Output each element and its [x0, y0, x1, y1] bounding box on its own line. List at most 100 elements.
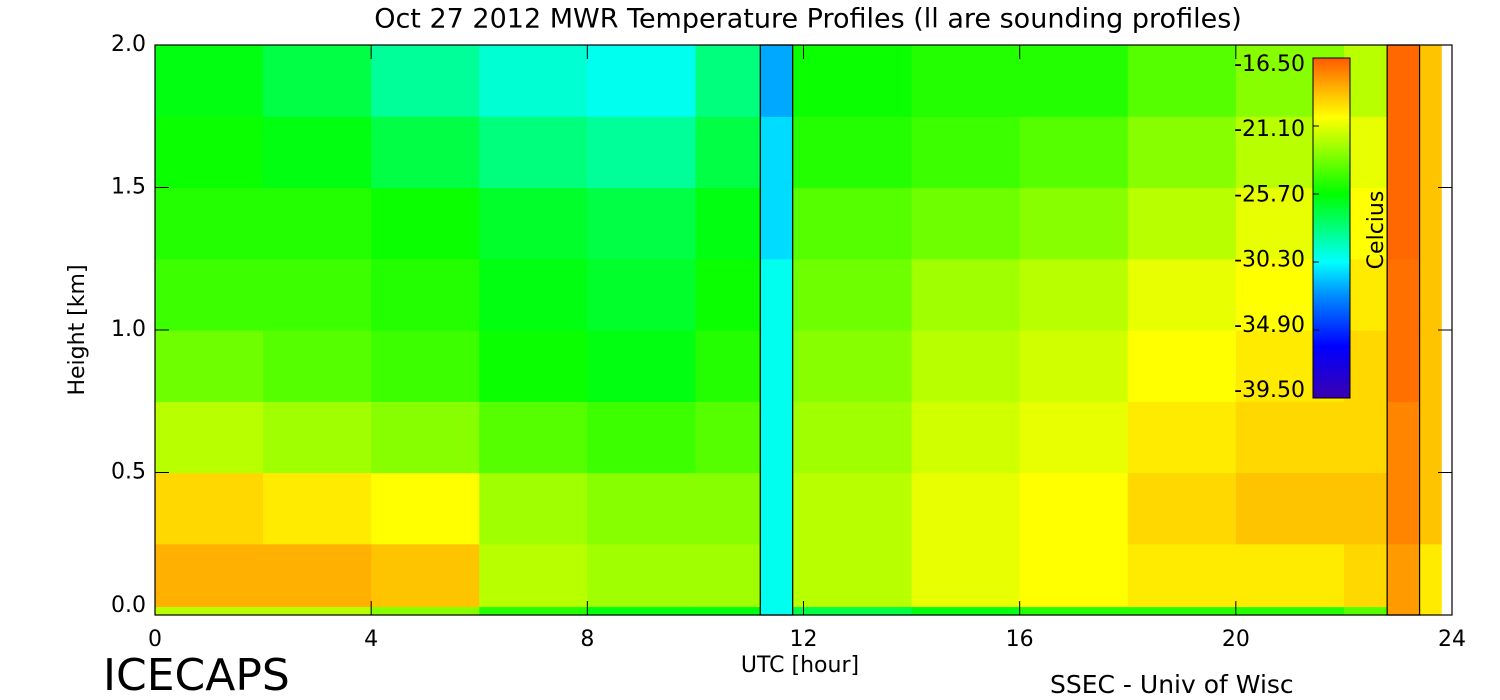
heat-cell: [1127, 606, 1237, 616]
heat-cell: [695, 606, 761, 616]
heat-cell: [1127, 543, 1237, 608]
colorbar-tick-label: -34.90: [1234, 313, 1305, 338]
y-axis-label: Height [km]: [65, 264, 90, 395]
heat-cell: [911, 187, 1021, 260]
heat-cell: [911, 45, 1021, 117]
heat-cell: [1343, 543, 1388, 608]
heat-cell: [155, 187, 264, 260]
heat-cell: [695, 187, 761, 260]
heat-cell: [760, 45, 794, 117]
heat-cell: [1419, 606, 1442, 616]
credit: SSEC - Univ of Wisc: [1050, 670, 1294, 699]
heat-cell: [1387, 116, 1421, 189]
heat-cell: [1419, 45, 1442, 117]
heat-cell: [695, 401, 761, 474]
heat-cell: [371, 258, 480, 331]
heat-cell: [1343, 330, 1388, 402]
heat-cell: [1343, 401, 1388, 474]
heat-cell: [263, 45, 372, 117]
heat-cell: [1127, 258, 1237, 331]
heat-cell: [371, 187, 480, 260]
heat-cell: [263, 330, 372, 402]
heat-cell: [1387, 187, 1421, 260]
heat-cell: [371, 45, 480, 117]
heat-cell: [911, 543, 1021, 608]
heat-cell: [263, 543, 372, 608]
heat-cell: [911, 258, 1021, 331]
heat-cell: [587, 472, 697, 545]
heat-cell: [371, 330, 480, 402]
heat-cell: [792, 258, 913, 331]
colorbar-tick-label: -21.10: [1234, 117, 1305, 142]
heat-cell: [263, 187, 372, 260]
heat-cell: [1019, 258, 1129, 331]
heat-cell: [695, 330, 761, 402]
heat-cell: [1127, 472, 1237, 545]
heat-cell: [760, 330, 794, 402]
heat-cell: [760, 258, 794, 331]
heat-cell: [479, 543, 588, 608]
heat-cell: [479, 330, 588, 402]
heat-cell: [760, 606, 794, 616]
y-tick-label: 0.0: [111, 593, 146, 618]
heat-cell: [1387, 330, 1421, 402]
heat-cell: [587, 45, 697, 117]
heat-cell: [695, 116, 761, 189]
heat-cell: [371, 116, 480, 189]
heat-cell: [792, 187, 913, 260]
heat-cell: [263, 472, 372, 545]
heat-cell: [695, 258, 761, 331]
heat-cell: [155, 543, 264, 608]
heat-cell: [760, 116, 794, 189]
heat-cell: [155, 45, 264, 117]
heat-cell: [479, 606, 588, 616]
heat-cell: [760, 187, 794, 260]
x-tick-label: 24: [1438, 627, 1466, 652]
colorbar: [1312, 57, 1351, 399]
heat-cell: [911, 606, 1021, 616]
heat-cell: [1127, 45, 1237, 117]
heat-cell: [263, 606, 372, 616]
heat-cell: [911, 330, 1021, 402]
heat-cell: [1419, 401, 1442, 474]
heat-cell: [1419, 258, 1442, 331]
heat-cell: [155, 330, 264, 402]
heat-cell: [587, 606, 697, 616]
heat-cell: [1419, 187, 1442, 260]
heat-cell: [911, 472, 1021, 545]
x-axis-label: UTC [hour]: [741, 653, 859, 678]
heat-cell: [792, 330, 913, 402]
logo: ICECAPS: [103, 650, 290, 700]
x-tick-label: 8: [580, 627, 594, 652]
heat-cell: [760, 401, 794, 474]
chart-title: Oct 27 2012 MWR Temperature Profiles (ll…: [374, 4, 1242, 35]
heat-cell: [587, 543, 697, 608]
heat-cell: [371, 401, 480, 474]
y-tick-label: 2.0: [111, 32, 146, 57]
heat-cell: [1127, 187, 1237, 260]
colorbar-tick-label: -25.70: [1234, 182, 1305, 207]
heat-cell: [1387, 606, 1421, 616]
heat-cell: [1019, 401, 1129, 474]
heat-cell: [1019, 116, 1129, 189]
heat-cell: [792, 116, 913, 189]
heat-cell: [1343, 187, 1388, 260]
heat-cell: [760, 472, 794, 545]
heat-cell: [1343, 45, 1388, 117]
x-tick-label: 12: [790, 627, 818, 652]
heat-cell: [1387, 401, 1421, 474]
heat-cell: [1019, 187, 1129, 260]
heat-cell: [479, 472, 588, 545]
heat-cell: [1127, 330, 1237, 402]
heat-cell: [1235, 472, 1345, 545]
heat-cell: [792, 472, 913, 545]
heat-cell: [1419, 472, 1442, 545]
heat-cell: [479, 116, 588, 189]
heat-cell: [155, 472, 264, 545]
heat-cell: [1419, 543, 1442, 608]
heat-cell: [911, 116, 1021, 189]
heat-cell: [1019, 45, 1129, 117]
heat-cell: [792, 401, 913, 474]
heat-cell: [1127, 116, 1237, 189]
